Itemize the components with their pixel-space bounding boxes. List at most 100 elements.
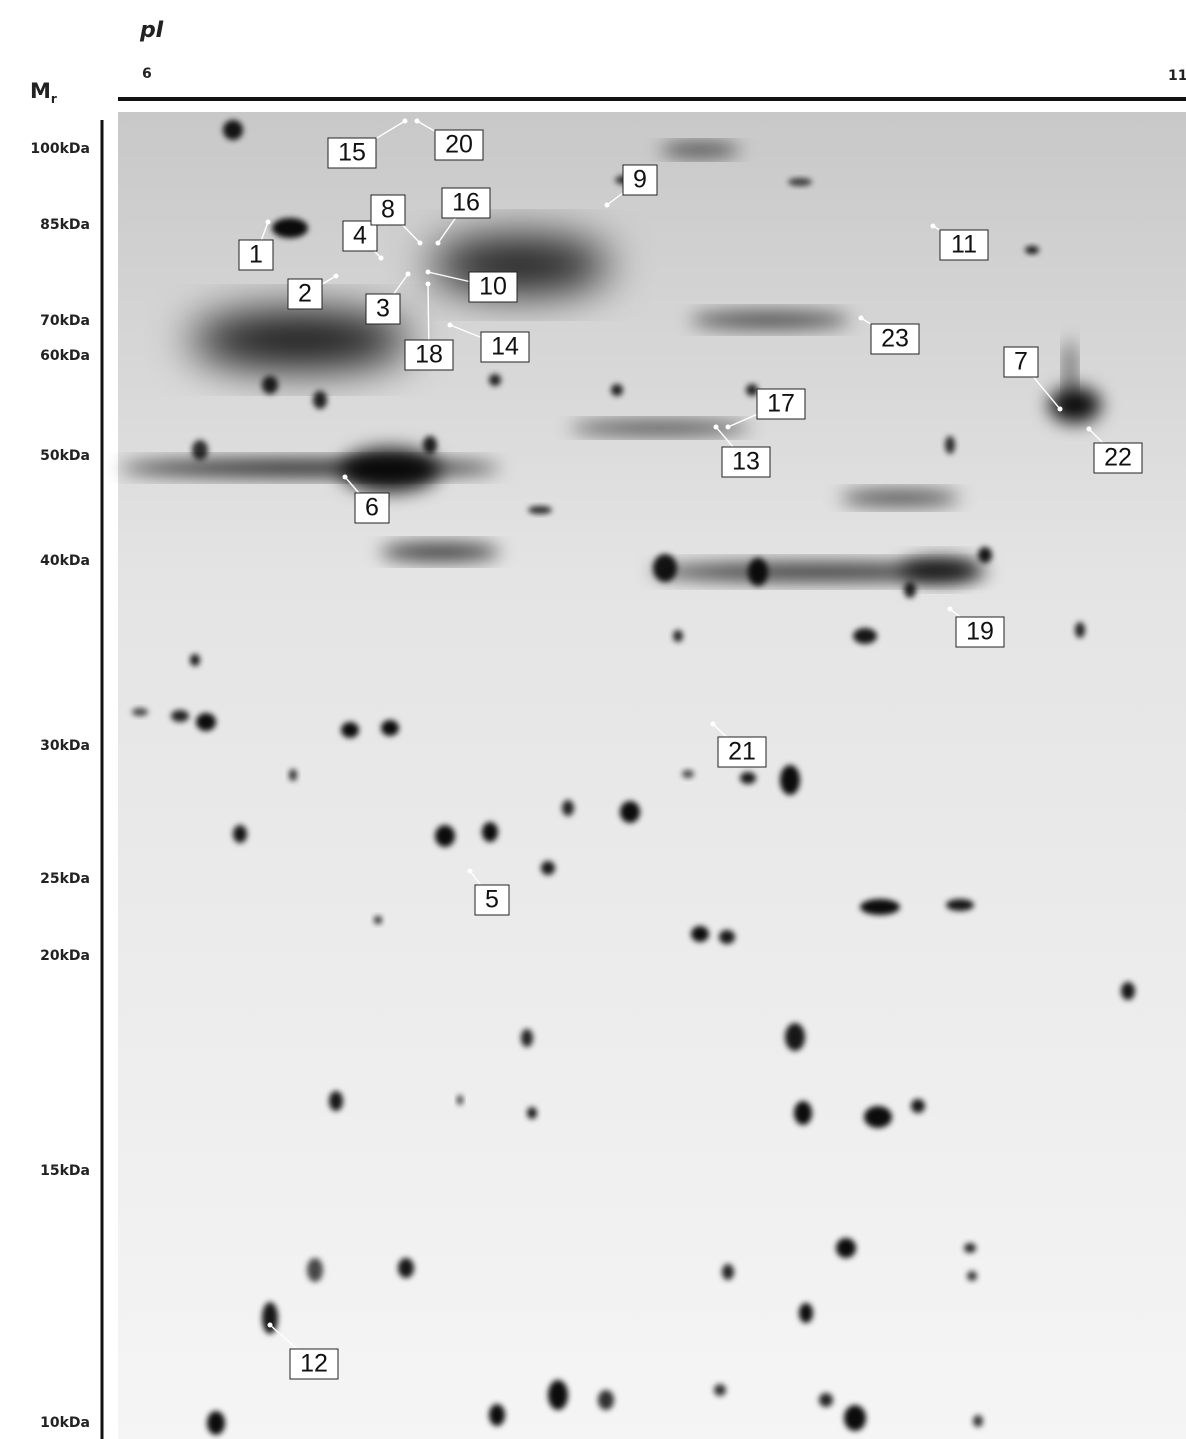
spot-marker (948, 607, 953, 612)
gel-spot (748, 558, 768, 586)
label-text: 13 (732, 448, 760, 476)
label-text: 12 (300, 1350, 328, 1378)
mr-tick-label: 100kDa (30, 141, 90, 157)
gel-spot (380, 544, 500, 560)
gel-spot (691, 926, 709, 942)
mr-tick-label: 60kDa (40, 348, 90, 364)
label-text: 4 (353, 222, 367, 250)
gel-spot (611, 384, 623, 396)
mr-tick-label: 20kDa (40, 948, 90, 964)
gel-figure: pI 6 11 Mr 100kDa 85kDa 70kDa 60kDa 50kDa 40k… (0, 0, 1186, 1439)
pi-tick-label: 11 (1168, 68, 1186, 84)
gel-spot (598, 1390, 614, 1410)
spot-marker (406, 272, 411, 277)
gel-spot (1075, 622, 1085, 638)
gel-spot (381, 720, 399, 736)
gel-spot (964, 1243, 976, 1253)
gel-spot (840, 491, 960, 505)
gel-spot (132, 708, 148, 716)
mr-tick-label: 15kDa (40, 1163, 90, 1179)
gel-spot (660, 144, 740, 156)
label-text: 8 (381, 196, 395, 224)
spot-marker (426, 282, 431, 287)
mr-tick-label: 10kDa (40, 1415, 90, 1431)
spot-marker (931, 224, 936, 229)
gel-spot (788, 178, 812, 186)
gel-spot (900, 558, 980, 582)
spot-marker (334, 274, 339, 279)
gel-spot (978, 547, 992, 563)
gel-spot (785, 1023, 805, 1051)
gel-spot (192, 440, 208, 460)
spot-marker (403, 119, 408, 124)
gel-spot (946, 899, 974, 911)
gel-spot (374, 916, 382, 924)
gel-spot (1121, 982, 1135, 1000)
label-text: 6 (365, 494, 379, 522)
spot-marker (436, 241, 441, 246)
gel-spot (836, 1238, 856, 1258)
mr-tick-label: 70kDa (40, 313, 90, 329)
mr-tick-label: 50kDa (40, 448, 90, 464)
spot-marker (426, 270, 431, 275)
mr-tick-label: 30kDa (40, 738, 90, 754)
gel-spot (945, 436, 955, 454)
gel-spot (722, 1264, 734, 1280)
gel-spot (904, 582, 916, 598)
label-text: 9 (633, 166, 647, 194)
gel-spot (272, 218, 308, 238)
mr-symbol-main: M (30, 79, 51, 103)
spot-marker (268, 1323, 273, 1328)
gel-spot (307, 1258, 323, 1282)
gel-spot (528, 506, 552, 514)
gel-spot (527, 1107, 537, 1119)
gel-background (118, 112, 1186, 1439)
gel-spot (262, 376, 278, 394)
label-text: 2 (298, 280, 312, 308)
gel-spot (196, 713, 216, 731)
gel-spot (799, 1303, 813, 1323)
gel-spot (435, 825, 455, 847)
gel-spot (430, 237, 610, 293)
gel-spot (690, 312, 850, 328)
spot-marker (343, 475, 348, 480)
label-text: 21 (728, 738, 756, 766)
spot-marker (711, 722, 716, 727)
mr-symbol: Mr (30, 79, 57, 106)
label-text: 5 (485, 886, 499, 914)
gel-spot (548, 1380, 568, 1410)
label-text: 3 (376, 295, 390, 323)
label-text: 16 (452, 189, 480, 217)
label-text: 15 (338, 139, 366, 167)
label-text: 10 (479, 273, 507, 301)
gel-spot (341, 722, 359, 738)
gel-spot (489, 374, 501, 386)
mr-tick-label: 40kDa (40, 553, 90, 569)
gel-spot (673, 630, 683, 642)
spot-marker (468, 869, 473, 874)
label-text: 20 (445, 131, 473, 159)
label-text: 23 (881, 325, 909, 353)
gel-spot (794, 1101, 812, 1125)
gel-spot (541, 861, 555, 875)
gel-spot (740, 772, 756, 784)
gel-spot (423, 436, 437, 454)
gel-spot (562, 800, 574, 816)
gel-spot (682, 770, 694, 778)
spot-marker (1058, 407, 1063, 412)
gel-spot (489, 1404, 505, 1426)
spot-marker (726, 425, 731, 430)
gel-spot (207, 1411, 225, 1435)
spot-marker (1087, 427, 1092, 432)
label-text: 11 (951, 231, 977, 259)
gel-spot (864, 1106, 892, 1128)
gel-spot (521, 1029, 533, 1047)
label-text: 22 (1104, 444, 1132, 472)
gel-spot (223, 120, 243, 140)
gel-spot (570, 422, 750, 434)
spot-marker (415, 119, 420, 124)
pi-symbol: pI (139, 18, 164, 43)
gel-spot (911, 1099, 925, 1113)
mr-tick-label: 85kDa (40, 217, 90, 233)
gel-spot (860, 899, 900, 915)
